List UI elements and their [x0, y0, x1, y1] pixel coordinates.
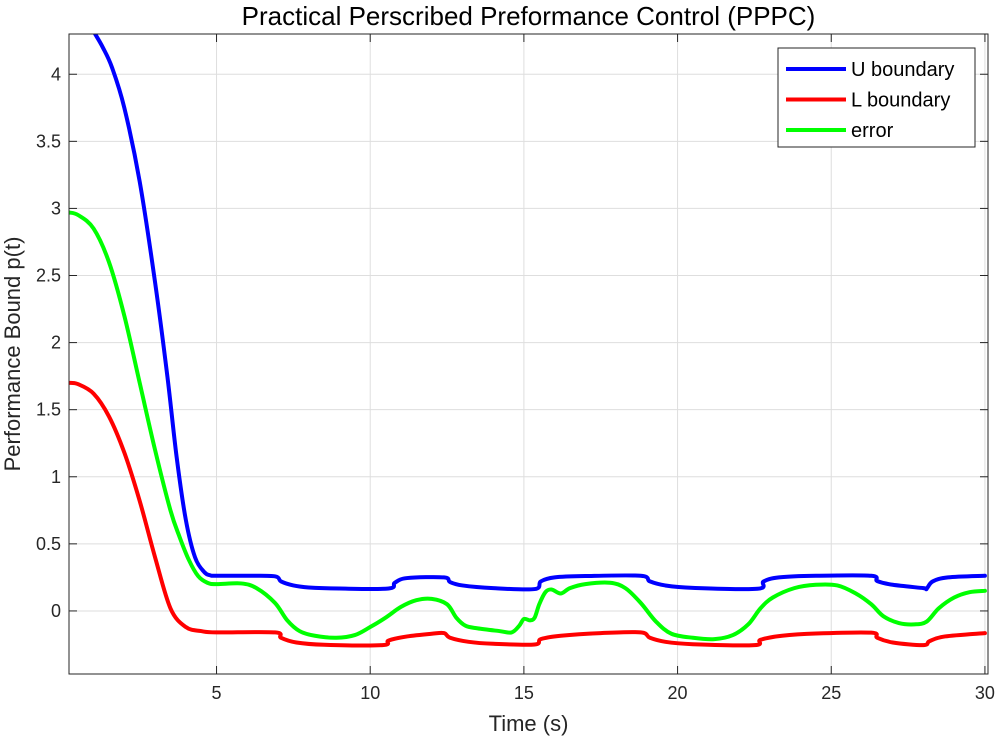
y-tick-label: 2.5: [36, 266, 61, 286]
x-tick-label: 25: [821, 683, 841, 703]
series-line-l-boundary: [69, 380, 987, 648]
x-axis-title: Time (s): [489, 711, 569, 736]
series-line-error: [69, 210, 987, 642]
x-tick-label: 10: [360, 683, 380, 703]
series-line-u-boundary: [93, 34, 987, 592]
legend-label: L boundary: [851, 90, 950, 112]
x-tick-label: 30: [975, 683, 995, 703]
x-tick-label: 20: [668, 683, 688, 703]
y-tick-label: 3.5: [36, 131, 61, 151]
x-tick-label: 15: [514, 683, 534, 703]
x-tick-label: 5: [212, 683, 222, 703]
y-tick-label: 3: [51, 198, 61, 218]
y-tick-label: 1: [51, 467, 61, 487]
legend-label: U boundary: [851, 59, 954, 81]
y-tick-label: 4: [51, 64, 61, 84]
plot-frame: [68, 33, 989, 675]
axis-ticks: 5 10 15 20 25 30 0 0.5 1 1.5 2 2.5 3 3.5 4: [36, 34, 995, 703]
y-tick-label: 1.5: [36, 400, 61, 420]
legend: U boundary L boundary error: [777, 47, 976, 148]
series-lines: [69, 34, 987, 648]
y-axis-title: Performance Bound p(t): [0, 237, 25, 472]
y-tick-label: 0.5: [36, 534, 61, 554]
chart-title: Practical Perscribed Preformance Control…: [242, 1, 816, 31]
y-tick-label: 0: [51, 601, 61, 621]
legend-label: error: [851, 120, 894, 142]
y-tick-label: 2: [51, 333, 61, 353]
